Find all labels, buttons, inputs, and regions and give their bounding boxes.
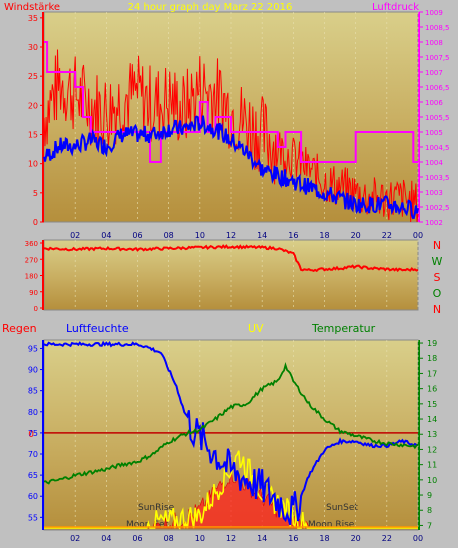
compass-label: O [433, 287, 442, 300]
pressure-y-tick-label: 1007 [425, 69, 443, 77]
temperature-y-tick-label: 10 [427, 476, 437, 485]
wind-y-tick-label: 10 [28, 160, 38, 169]
graph-title: 24 hour graph day Marz 22 2016 [128, 2, 293, 13]
compass-label: N [433, 303, 441, 316]
hour-tick-label: 16 [288, 231, 298, 240]
compass-label: N [433, 239, 441, 252]
direction-y-tick-label: 180 [25, 273, 38, 281]
pressure-y-tick-label: 1009 [425, 9, 443, 17]
gust-series-line [43, 49, 419, 223]
direction-y-tick-label: 270 [25, 256, 38, 264]
hour-tick-label: 02 [70, 534, 80, 543]
wind-y-tick-label: 35 [28, 14, 38, 23]
compass-label: W [432, 255, 443, 268]
hour-tick-label: 00 [413, 231, 423, 240]
hour-tick-label: 16 [288, 534, 298, 543]
humidity-y-tick-label: 55 [28, 513, 38, 522]
moonrise-label: Moon Rise [308, 520, 355, 530]
pressure-y-tick-label: 1002 [425, 219, 443, 227]
pressure-y-tick-label: 1006,5 [425, 84, 450, 92]
sunset-label: SunSet [326, 503, 358, 513]
humidity-label: Luftfeuchte [66, 322, 129, 335]
wind-y-tick-label: 20 [28, 101, 38, 110]
pressure-y-tick-label: 1007,5 [425, 54, 450, 62]
temperature-label: Temperatur [311, 322, 376, 335]
pressure-y-tick-label: 1004,5 [425, 144, 450, 152]
hour-tick-label: 12 [226, 231, 236, 240]
chart-marks: 0202040406060808101012121414161618182020… [25, 9, 450, 543]
hour-tick-label: 04 [101, 534, 111, 543]
hour-tick-label: 22 [382, 534, 392, 543]
temperature-y-tick-label: 13 [427, 430, 437, 439]
direction-series-line [43, 244, 419, 273]
pressure-y-tick-label: 1008,5 [425, 24, 450, 32]
temperature-series-line [43, 361, 419, 485]
wind-y-tick-label: 15 [28, 131, 38, 140]
pressure-y-tick-label: 1006 [425, 99, 443, 107]
temperature-y-tick-label: 18 [427, 354, 437, 363]
humidity-y-tick-label: 75 [28, 429, 38, 438]
pressure-y-tick-label: 1005 [425, 129, 443, 137]
hour-tick-label: 18 [319, 534, 329, 543]
direction-y-tick-label: 360 [25, 240, 38, 248]
rain-zero-label: 0 [28, 430, 34, 440]
hour-tick-label: 18 [319, 231, 329, 240]
humidity-series-line [43, 340, 419, 526]
pressure-y-tick-label: 1005,5 [425, 114, 450, 122]
humidity-y-tick-label: 80 [28, 408, 38, 417]
humidity-y-tick-label: 70 [28, 450, 38, 459]
pressure-axis-label: Luftdruck [372, 2, 419, 13]
humidity-y-tick-label: 95 [28, 344, 38, 353]
hour-tick-label: 00 [413, 534, 423, 543]
pressure-y-tick-label: 1002,5 [425, 204, 450, 212]
wind-avg-series-line [43, 115, 419, 219]
direction-y-tick-label: 90 [29, 289, 38, 297]
wind-y-tick-label: 30 [28, 43, 38, 52]
hour-tick-label: 14 [257, 534, 267, 543]
temperature-y-tick-label: 8 [427, 506, 432, 515]
hour-tick-label: 20 [351, 231, 361, 240]
humidity-y-tick-label: 90 [28, 366, 38, 375]
pressure-y-tick-label: 1008 [425, 39, 443, 47]
hour-tick-label: 06 [132, 231, 142, 240]
pressure-y-tick-label: 1003 [425, 189, 443, 197]
hour-tick-label: 06 [132, 534, 142, 543]
temperature-y-tick-label: 14 [427, 415, 437, 424]
hour-tick-label: 20 [351, 534, 361, 543]
pressure-y-tick-label: 1003,5 [425, 174, 450, 182]
temperature-y-tick-label: 11 [427, 461, 437, 470]
hour-tick-label: 22 [382, 231, 392, 240]
temperature-y-tick-label: 9 [427, 491, 432, 500]
wind-axis-label: Windstärke [4, 2, 60, 13]
uv-label: UV [248, 322, 264, 335]
uv-series-line [44, 450, 418, 530]
temperature-y-tick-label: 15 [427, 400, 437, 409]
temperature-y-tick-label: 7 [427, 521, 432, 530]
humidity-y-tick-label: 60 [28, 492, 38, 501]
wind-y-tick-label: 5 [33, 189, 38, 198]
hour-tick-label: 04 [101, 231, 111, 240]
hour-tick-label: 10 [195, 534, 205, 543]
pressure-y-tick-label: 1004 [425, 159, 443, 167]
direction-y-tick-label: 0 [34, 305, 38, 313]
hour-tick-label: 14 [257, 231, 267, 240]
wind-y-tick-label: 25 [28, 72, 38, 81]
temperature-y-tick-label: 16 [427, 385, 437, 394]
sunrise-label: SunRise [138, 503, 175, 513]
hour-tick-label: 02 [70, 231, 80, 240]
compass-label: S [434, 271, 441, 284]
hour-tick-label: 10 [195, 231, 205, 240]
hour-tick-label: 08 [164, 231, 174, 240]
humidity-y-tick-label: 65 [28, 471, 38, 480]
hour-tick-label: 08 [164, 534, 174, 543]
hour-tick-label: 12 [226, 534, 236, 543]
temperature-y-tick-label: 12 [427, 445, 437, 454]
temperature-y-tick-label: 19 [427, 339, 437, 348]
wind-y-tick-label: 0 [33, 218, 38, 227]
humidity-y-tick-label: 85 [28, 387, 38, 396]
temperature-y-tick-label: 17 [427, 369, 437, 378]
rain-label: Regen [2, 322, 37, 335]
